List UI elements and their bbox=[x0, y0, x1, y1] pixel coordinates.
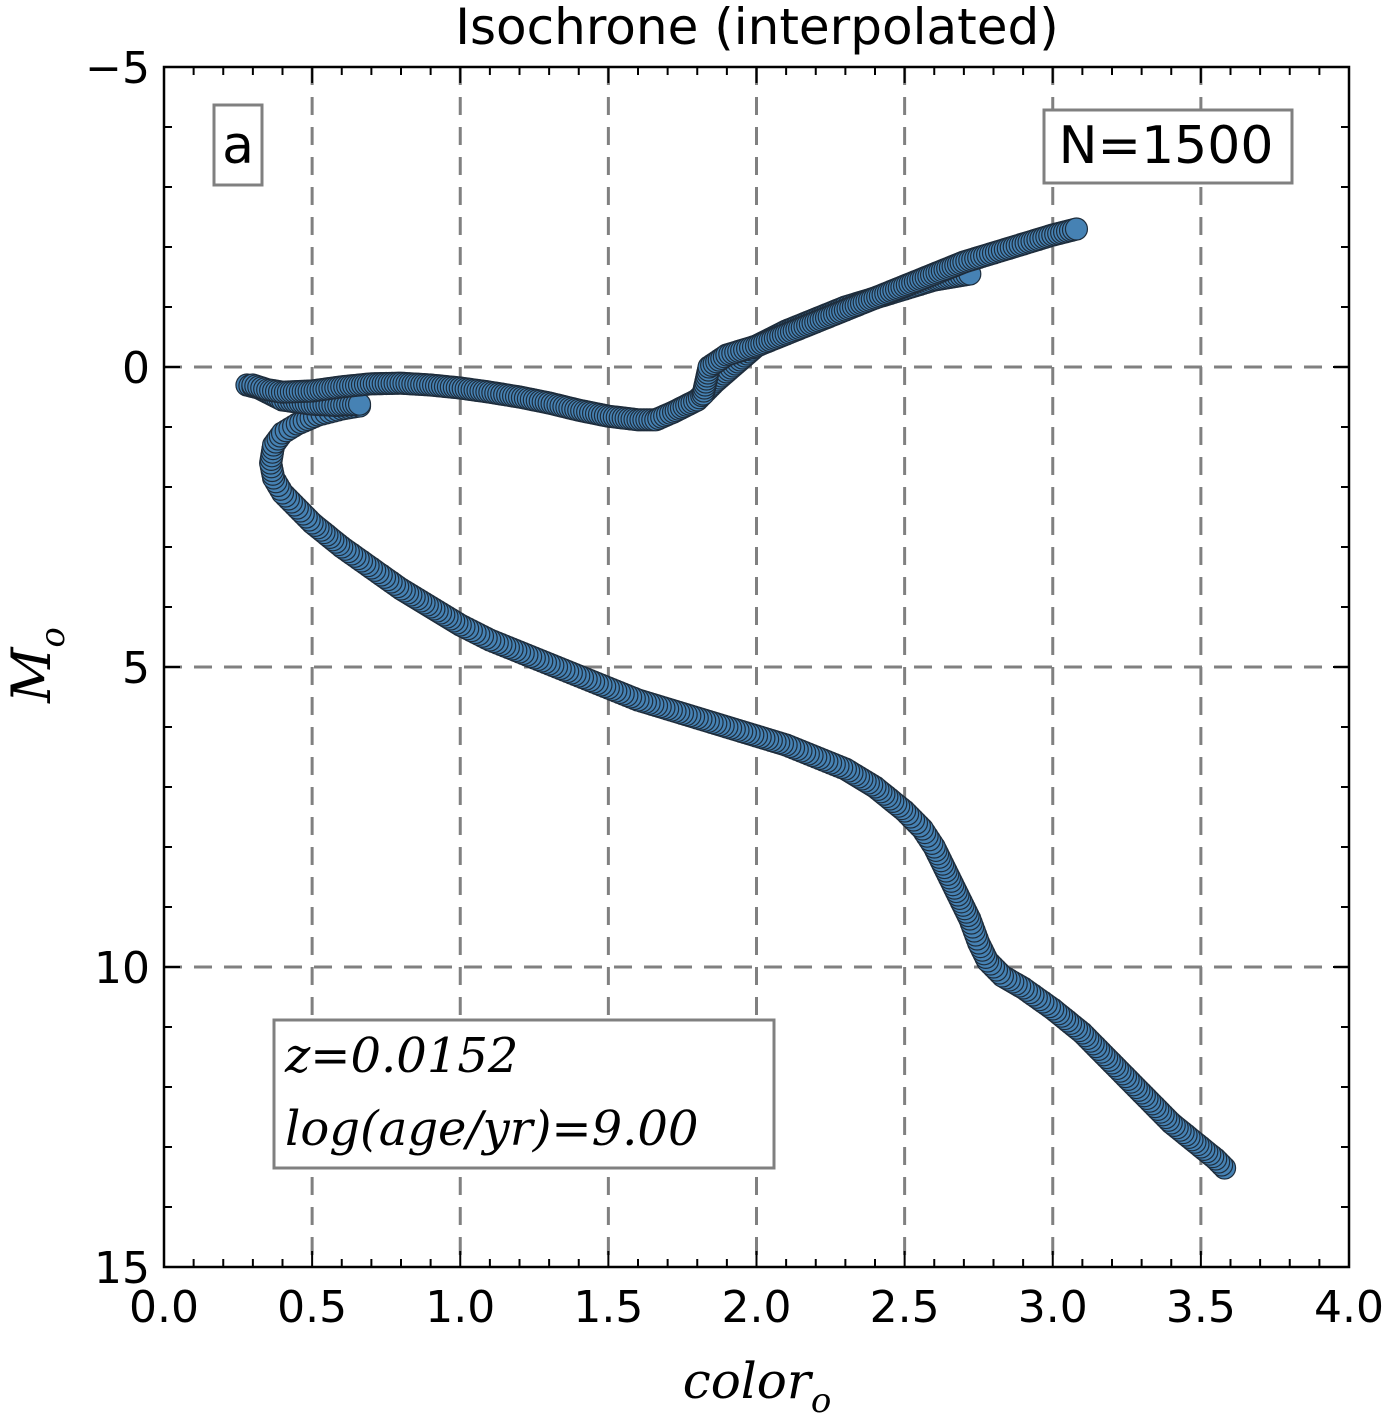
x-tick-label: 0.0 bbox=[129, 1282, 199, 1333]
count-box: N=1500 bbox=[1042, 108, 1294, 185]
x-tick-label: 1.5 bbox=[573, 1282, 643, 1333]
x-tick-label: 1.0 bbox=[425, 1282, 495, 1333]
y-axis-label: Mo bbox=[0, 627, 73, 704]
x-axis-label: coloro bbox=[683, 1352, 832, 1414]
count-label: N=1500 bbox=[1059, 116, 1274, 176]
tick-labels: 0.0 0.5 1.0 1.5 2.0 2.5 3.0 3.5 4.0 −5 0 5 10 15 bbox=[85, 43, 1384, 1333]
x-axis-label-main: color bbox=[683, 1352, 814, 1410]
plot-frame bbox=[162, 65, 1351, 1269]
panel-label-frame bbox=[212, 103, 264, 187]
y-axis-label-main: M bbox=[0, 646, 63, 704]
x-tick-label: 0.5 bbox=[277, 1282, 347, 1333]
parameters-box: z=0.0152 log(age/yr)=9.00 bbox=[272, 1018, 776, 1170]
y-tick-label: 5 bbox=[122, 643, 150, 694]
panel-label-box: a bbox=[212, 103, 264, 187]
parameters-frame bbox=[272, 1018, 776, 1170]
x-tick-label: 3.5 bbox=[1166, 1282, 1236, 1333]
x-tick-label: 2.0 bbox=[722, 1282, 792, 1333]
y-axis-label-subscript: o bbox=[33, 627, 73, 647]
y-tick-label: 10 bbox=[94, 943, 150, 994]
data-points bbox=[235, 217, 1237, 1180]
panel-label: a bbox=[222, 116, 254, 176]
y-tick-label: 0 bbox=[122, 343, 150, 394]
chart-title: Isochrone (interpolated) bbox=[455, 0, 1058, 56]
x-tick-label: 4.0 bbox=[1314, 1282, 1384, 1333]
y-tick-label: −5 bbox=[85, 43, 150, 94]
red-clump-branch-point bbox=[1064, 217, 1089, 241]
age-label: log(age/yr)=9.00 bbox=[285, 1101, 699, 1157]
count-frame bbox=[1042, 108, 1294, 185]
x-axis-label-subscript: o bbox=[811, 1381, 831, 1414]
y-tick-label: 15 bbox=[94, 1243, 150, 1294]
x-tick-label: 2.5 bbox=[870, 1282, 940, 1333]
x-tick-label: 3.0 bbox=[1018, 1282, 1088, 1333]
metallicity-label: z=0.0152 bbox=[284, 1028, 518, 1084]
